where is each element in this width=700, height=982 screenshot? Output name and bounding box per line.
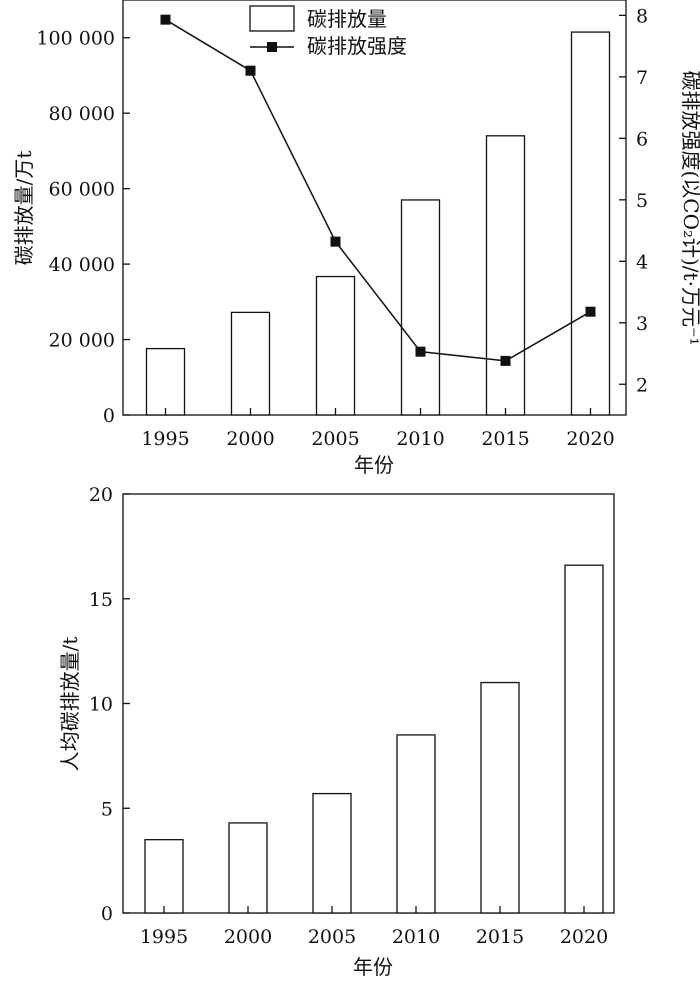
y-tick-label: 0 (101, 903, 113, 925)
x-tick-label: 2015 (476, 926, 524, 948)
legend-label-emission: 碳排放量 (307, 7, 387, 31)
bar-emission (230, 311, 271, 416)
y-tick-label-left: 20 000 (49, 330, 115, 352)
bar-per-capita (396, 734, 436, 914)
x-tick-label: 2000 (226, 428, 274, 450)
y-tick-label: 20 (89, 484, 113, 506)
bar-per-capita (564, 564, 604, 914)
plot-frame (122, 0, 627, 416)
bar-per-capita (144, 839, 184, 914)
y-tick-label-right: 5 (636, 190, 648, 212)
plot-frame (122, 493, 615, 914)
bar-emission (400, 199, 441, 416)
y-tick-label-right: 6 (636, 128, 648, 150)
carbon-emission-chart: 0 20 000 40 000 60 000 80 000 100 000 2 3 4 5 6 7 8… (12, 0, 700, 477)
y-tick-label: 5 (101, 798, 113, 820)
legend-label-intensity: 碳排放强度 (307, 34, 407, 58)
bar-emission (315, 275, 356, 416)
x-tick-label: 1995 (140, 926, 188, 948)
bar-emission (485, 135, 526, 416)
y-tick-label-left: 0 (103, 405, 115, 427)
x-tick-label: 2005 (308, 926, 356, 948)
x-tick-label: 2015 (481, 428, 529, 450)
y-tick-label: 15 (89, 589, 113, 611)
x-tick-label: 2005 (311, 428, 359, 450)
bar-emission (145, 347, 186, 416)
point-intensity (160, 14, 171, 25)
x-axis-title: 年份 (353, 955, 393, 979)
x-tick-label: 1995 (141, 428, 189, 450)
bar-per-capita (228, 822, 268, 914)
y-tick-label-right: 7 (636, 67, 648, 89)
y-axis-title-right: 碳排放强度(以CO₂计)/t·万元⁻¹ (679, 70, 700, 345)
y-axis-title-left: 碳排放量/万t (12, 151, 36, 266)
point-intensity (245, 65, 256, 76)
point-intensity (415, 346, 426, 357)
legend-marker-swatch (267, 42, 277, 52)
x-tick-label: 2010 (392, 926, 440, 948)
point-intensity (500, 355, 511, 366)
point-intensity (585, 306, 596, 317)
x-tick-label: 2020 (560, 926, 608, 948)
line-intensity (165, 19, 591, 362)
x-tick-label: 2010 (396, 428, 444, 450)
x-axis-title: 年份 (354, 453, 394, 477)
y-tick-label-left: 60 000 (49, 179, 115, 201)
y-tick-label-right: 3 (636, 313, 648, 335)
y-tick-label-left: 80 000 (49, 103, 115, 125)
point-intensity (330, 236, 341, 247)
y-axis-title: 人均碳排放量/t (58, 637, 82, 772)
y-tick-label-right: 4 (636, 251, 648, 273)
y-tick-label-right: 2 (636, 374, 648, 396)
x-tick-label: 2020 (566, 428, 614, 450)
y-tick-label-right: 8 (636, 5, 648, 27)
y-tick-label: 10 (89, 694, 113, 716)
y-tick-label-left: 100 000 (36, 28, 115, 50)
y-tick-label-left: 40 000 (49, 254, 115, 276)
bar-emission (570, 31, 611, 416)
x-tick-label: 2000 (224, 926, 272, 948)
per-capita-emission-chart: 0 5 10 15 20 1995 2000 2005 2010 2015 2020 人均碳排放量… (58, 484, 615, 979)
bar-per-capita (480, 681, 520, 914)
legend-bar-swatch (249, 5, 295, 32)
bar-per-capita (312, 792, 352, 914)
